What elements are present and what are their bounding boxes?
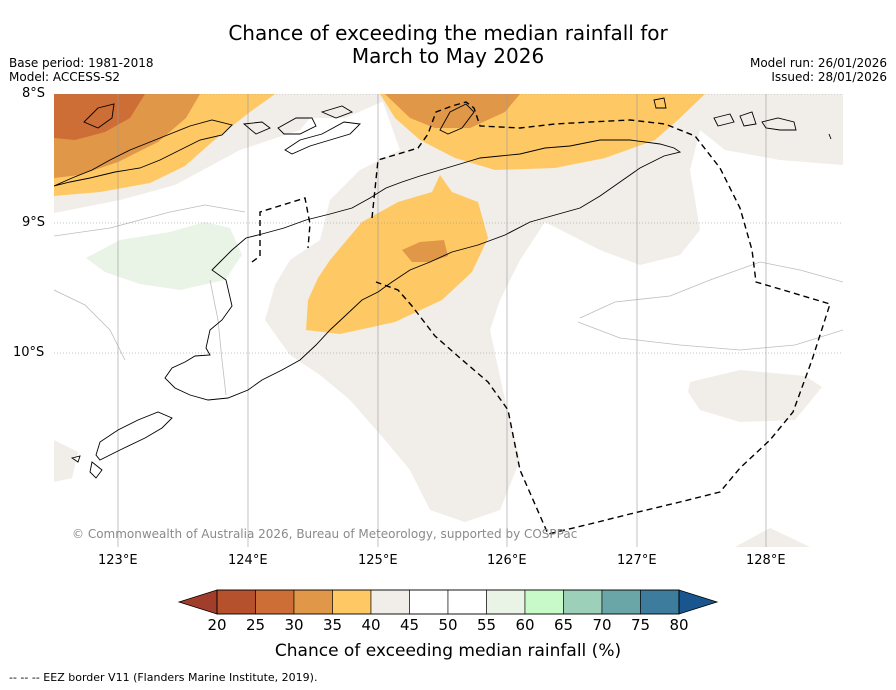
lat-label-9s: 9°S — [22, 215, 46, 230]
colorbar-segment — [332, 589, 372, 615]
colorbar-tick-label: 70 — [592, 616, 612, 634]
colorbar-title: Chance of exceeding median rainfall (%) — [274, 641, 622, 661]
eez-legend-note: -- -- -- EEZ border V11 (Flanders Marine… — [9, 671, 318, 684]
colorbar-tick-label: 60 — [515, 616, 535, 634]
coastlines — [54, 97, 832, 479]
colorbar-tick-label: 30 — [284, 616, 304, 634]
colorbar-tick-label: 50 — [438, 616, 458, 634]
shade-25-30 — [54, 94, 145, 140]
colorbar-segment — [293, 589, 333, 615]
colorbar-tick-label: 80 — [669, 616, 689, 634]
model-name: Model: ACCESS-S2 — [9, 70, 121, 84]
lon-label-123e: 123°E — [98, 553, 138, 568]
colorbar-segment — [601, 589, 641, 615]
lat-label-8s: 8°S — [22, 86, 46, 101]
colorbar-tick-label: 40 — [361, 616, 381, 634]
copyright-text: © Commonwealth of Australia 2026, Bureau… — [72, 527, 577, 541]
lon-label-128e: 128°E — [746, 553, 786, 568]
lon-label-125e: 125°E — [358, 553, 398, 568]
colorbar-segment — [255, 589, 295, 615]
map-title-line2: March to May 2026 — [351, 44, 545, 68]
colorbar-segment — [409, 589, 449, 615]
colorbar-tick-label: 20 — [207, 616, 227, 634]
colorbar-tick-label: 35 — [322, 616, 343, 634]
base-period: Base period: 1981-2018 — [9, 56, 154, 70]
colorbar-segment — [524, 589, 564, 615]
colorbar-segment — [640, 589, 680, 615]
colorbar-tick-label: 45 — [399, 616, 420, 634]
colorbar-tick-label: 75 — [630, 616, 651, 634]
colorbar-tick-label: 65 — [553, 616, 574, 634]
colorbar-tick-label: 25 — [245, 616, 266, 634]
lon-label-124e: 124°E — [228, 553, 268, 568]
colorbar-segment — [447, 589, 487, 615]
shade-55-60 — [86, 222, 242, 290]
issued-date: Issued: 28/01/2026 — [771, 70, 887, 84]
colorbar-over-arrow — [678, 589, 719, 615]
lon-label-126e: 126°E — [487, 553, 527, 568]
lat-label-10s: 10°S — [13, 345, 45, 360]
colorbar-under-arrow — [177, 589, 218, 615]
colorbar-segment — [563, 589, 603, 615]
map-title-line1: Chance of exceeding the median rainfall … — [228, 21, 668, 45]
colorbar-segment — [216, 589, 256, 615]
model-run: Model run: 26/01/2026 — [749, 56, 887, 70]
lon-label-127e: 127°E — [617, 553, 657, 568]
eez-border — [251, 101, 831, 535]
colorbar-segment — [370, 589, 410, 615]
colorbar-segment — [486, 589, 526, 615]
colorbar-tick-label: 55 — [476, 616, 497, 634]
